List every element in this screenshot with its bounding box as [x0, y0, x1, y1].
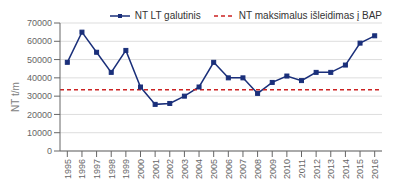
svg-text:1998: 1998: [107, 159, 117, 179]
svg-text:2012: 2012: [312, 159, 322, 179]
svg-text:1999: 1999: [121, 159, 131, 179]
svg-text:2003: 2003: [180, 159, 190, 179]
svg-text:30000: 30000: [27, 91, 52, 101]
svg-text:60000: 60000: [27, 36, 52, 46]
svg-text:1997: 1997: [92, 159, 102, 179]
svg-text:2005: 2005: [209, 159, 219, 179]
svg-text:NT t/m: NT t/m: [10, 82, 21, 112]
svg-text:2008: 2008: [253, 159, 263, 179]
svg-text:2000: 2000: [136, 159, 146, 179]
svg-text:2013: 2013: [326, 159, 336, 179]
svg-text:20000: 20000: [27, 110, 52, 120]
html-text:NT maksimalus išleidimas į BAP: NT maksimalus išleidimas į BAP: [238, 10, 382, 21]
svg-text:2002: 2002: [165, 159, 175, 179]
svg-text:2011: 2011: [297, 159, 307, 178]
svg-text:10000: 10000: [27, 128, 52, 138]
svg-text:2009: 2009: [268, 159, 278, 179]
svg-text:2010: 2010: [282, 159, 292, 179]
html-text:NT LT galutinis: NT LT galutinis: [134, 10, 201, 21]
svg-text:40000: 40000: [27, 73, 52, 83]
svg-text:50000: 50000: [27, 55, 52, 65]
svg-text:2006: 2006: [224, 159, 234, 179]
svg-text:0: 0: [47, 146, 52, 156]
svg-text:2007: 2007: [238, 159, 248, 179]
svg-text:2015: 2015: [355, 159, 365, 179]
svg-text:2014: 2014: [341, 159, 351, 179]
svg-text:1995: 1995: [63, 159, 73, 179]
svg-text:1996: 1996: [77, 159, 87, 179]
svg-text:2016: 2016: [370, 159, 380, 179]
svg-text:2004: 2004: [194, 159, 204, 179]
svg-text:70000: 70000: [27, 18, 52, 28]
svg-text:2001: 2001: [151, 159, 161, 179]
